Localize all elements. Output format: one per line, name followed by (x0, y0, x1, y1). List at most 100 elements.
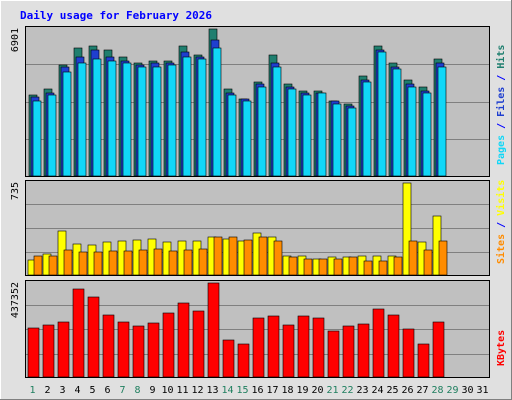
x-tick-label-day-20: 20 (311, 385, 323, 396)
series-axis-label-part: Hits (495, 45, 507, 69)
x-tick-label-day-26: 26 (401, 385, 413, 396)
chart-title: Daily usage for February 2026 (20, 9, 212, 22)
bar-pages-day-27 (422, 92, 432, 177)
x-tick-label-day-31: 31 (476, 385, 488, 396)
bar-pages-day-11 (182, 56, 192, 177)
bar-sites-day-3 (63, 249, 73, 276)
bar-sites-day-20 (318, 258, 328, 276)
bar-sites-day-14 (228, 236, 238, 276)
bar-sites-day-17 (273, 240, 283, 276)
bar-kbytes-day-12 (192, 310, 205, 378)
bar-sites-day-19 (303, 258, 313, 276)
x-tick-label-day-17: 17 (266, 385, 278, 396)
x-tick-label-day-1: 1 (29, 385, 35, 396)
bar-pages-day-20 (317, 92, 327, 177)
plot-border (25, 26, 490, 177)
series-axis-label-part: / (496, 117, 507, 135)
x-tick-label-day-12: 12 (191, 385, 203, 396)
bar-pages-day-10 (167, 64, 177, 177)
bar-sites-day-13 (213, 236, 223, 276)
x-tick-label-day-18: 18 (281, 385, 293, 396)
x-tick-label-day-8: 8 (134, 385, 140, 396)
x-tick-label-day-21: 21 (326, 385, 338, 396)
bar-sites-day-2 (48, 255, 58, 276)
x-tick-label-day-13: 13 (206, 385, 218, 396)
bar-sites-day-16 (258, 236, 268, 276)
bar-sites-day-21 (333, 258, 343, 276)
bar-kbytes-day-5 (87, 296, 100, 378)
bar-sites-day-24 (378, 260, 388, 276)
ymax-label: 6901 (10, 28, 21, 52)
bar-kbytes-day-10 (162, 312, 175, 378)
bar-pages-day-1 (32, 100, 42, 177)
bar-kbytes-day-1 (27, 327, 40, 378)
bar-kbytes-day-9 (147, 322, 160, 378)
bar-pages-day-23 (362, 81, 372, 177)
bar-pages-day-18 (287, 88, 297, 177)
bar-sites-day-8 (138, 249, 148, 276)
x-tick-label-day-25: 25 (386, 385, 398, 396)
bar-kbytes-day-2 (42, 324, 55, 378)
bar-kbytes-day-27 (417, 343, 430, 378)
x-tick-label-day-23: 23 (356, 385, 368, 396)
bar-pages-day-24 (377, 51, 387, 177)
x-tick-label-day-29: 29 (446, 385, 458, 396)
series-axis-label: Sites / Visits (495, 180, 507, 264)
bar-kbytes-day-11 (177, 302, 190, 378)
bar-kbytes-day-26 (402, 328, 415, 378)
x-tick-label-day-14: 14 (221, 385, 233, 396)
plot-border (25, 180, 490, 276)
bar-pages-day-9 (152, 66, 162, 177)
x-tick-label-day-19: 19 (296, 385, 308, 396)
x-tick-label-day-9: 9 (149, 385, 155, 396)
bar-kbytes-day-6 (102, 314, 115, 378)
bar-kbytes-day-3 (57, 321, 70, 378)
bar-sites-day-1 (33, 255, 43, 276)
series-axis-label: Pages / Files / Hits (495, 45, 507, 165)
x-tick-label-day-4: 4 (74, 385, 80, 396)
bar-kbytes-day-14 (222, 339, 235, 378)
bar-pages-day-26 (407, 86, 417, 177)
bar-kbytes-day-24 (372, 308, 385, 378)
bar-pages-day-8 (137, 66, 147, 177)
bar-kbytes-day-17 (267, 315, 280, 378)
x-tick-label-day-27: 27 (416, 385, 428, 396)
bar-kbytes-day-8 (132, 325, 145, 378)
bar-pages-day-22 (347, 107, 357, 177)
x-tick-label-day-2: 2 (44, 385, 50, 396)
bar-sites-day-6 (108, 250, 118, 276)
bar-sites-day-18 (288, 256, 298, 276)
bar-sites-day-25 (393, 256, 403, 276)
bar-pages-day-2 (47, 94, 57, 177)
bar-pages-day-4 (77, 62, 87, 177)
x-tick-label-day-5: 5 (89, 385, 95, 396)
bar-sites-day-27 (423, 249, 433, 276)
plot-border (25, 280, 490, 378)
bar-kbytes-day-21 (327, 330, 340, 378)
x-tick-label-day-28: 28 (431, 385, 443, 396)
bar-kbytes-day-4 (72, 288, 85, 378)
x-tick-label-day-7: 7 (119, 385, 125, 396)
bar-sites-day-10 (168, 250, 178, 276)
bar-pages-day-15 (242, 100, 252, 177)
bar-pages-day-3 (62, 71, 72, 177)
bar-pages-day-16 (257, 86, 267, 177)
panel-bottom: 437352 KBytes (10, 280, 507, 378)
bar-sites-day-11 (183, 249, 193, 276)
series-axis-label-part: Visits (495, 180, 507, 216)
bar-sites-day-22 (348, 256, 358, 276)
bar-sites-day-5 (93, 251, 103, 276)
x-tick-label-day-24: 24 (371, 385, 383, 396)
bar-sites-day-9 (153, 248, 163, 276)
bar-pages-day-17 (272, 66, 282, 177)
bar-kbytes-day-13 (207, 282, 220, 378)
x-tick-label-day-22: 22 (341, 385, 353, 396)
bar-pages-day-21 (332, 103, 342, 177)
bar-sites-day-23 (363, 260, 373, 276)
panel-middle: 735 Sites / Visits (10, 180, 507, 276)
bar-sites-day-4 (78, 251, 88, 276)
bar-kbytes-day-20 (312, 317, 325, 378)
x-tick-label-day-11: 11 (176, 385, 188, 396)
